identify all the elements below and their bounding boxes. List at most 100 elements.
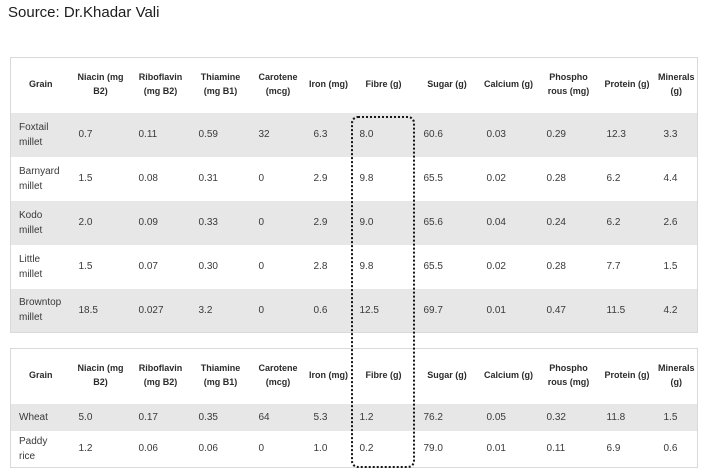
grain-cell: Little millet <box>19 253 43 280</box>
value-cell: 0.07 <box>138 261 158 272</box>
value-cell: 0.2 <box>359 443 374 454</box>
column-header: Fibre (g) <box>365 370 402 381</box>
value-cell: 0.05 <box>478 403 539 431</box>
value-cell: 2.9 <box>313 173 328 184</box>
value-cell: 0.59 <box>190 112 251 157</box>
value-cell: 0 <box>258 173 265 184</box>
column-header: Riboflavin (mg B2) <box>138 363 183 388</box>
value-cell: 65.5 <box>423 173 443 184</box>
value-cell: 0.11 <box>546 443 566 454</box>
column-header: Calcium (g) <box>483 79 533 90</box>
value-cell: 0.01 <box>486 443 506 454</box>
tables-area: Grain Niacin (mg B2) Riboflavin (mg B2) Thi… <box>10 57 698 468</box>
value-cell: 0.027 <box>130 288 191 333</box>
value-cell: 18.5 <box>70 288 131 333</box>
header-row: Grain Niacin (mg B2) Riboflavin (mg B2) Thi… <box>11 349 698 404</box>
column-header: Phospho rous (mg) <box>547 363 590 388</box>
table-row: Barnyard millet 1.5 0.08 0.31 0 2.9 9.8 65.5 0.0… <box>11 157 698 201</box>
value-cell: 1.5 <box>663 261 678 272</box>
column-header: Calcium (g) <box>483 370 533 381</box>
value-cell: 0.31 <box>198 173 218 184</box>
column-header: Minerals (g) <box>657 363 695 388</box>
value-cell: 76.2 <box>415 403 479 431</box>
table-row: Wheat 5.0 0.17 0.35 64 5.3 1.2 76.2 0.05 0.32 11.8… <box>10 403 698 431</box>
column-header: Fibre (g) <box>365 79 402 90</box>
value-cell: 0.06 <box>138 443 158 454</box>
value-cell: 0.32 <box>538 403 599 431</box>
value-cell: 0.33 <box>190 200 251 245</box>
value-cell: 0 <box>250 288 306 333</box>
value-cell: 11.5 <box>598 288 656 333</box>
other-grains-table: Grain Niacin (mg B2) Riboflavin (mg B2) Thi… <box>10 348 698 468</box>
column-header: Sugar (g) <box>427 79 467 90</box>
table-row: Foxtail millet 0.7 0.11 0.59 32 6.3 8.0 60.6 0.0… <box>10 112 698 157</box>
value-cell: 5.3 <box>305 403 352 431</box>
value-cell: 1.5 <box>655 403 698 431</box>
value-cell: 2.0 <box>70 200 131 245</box>
value-cell: 0.29 <box>538 112 599 157</box>
value-cell: 1.0 <box>313 443 328 454</box>
value-cell: 0.09 <box>130 200 191 245</box>
value-cell: 0.06 <box>198 443 218 454</box>
value-cell: 0.30 <box>198 261 218 272</box>
value-cell: 0.47 <box>538 288 599 333</box>
millets-table: Grain Niacin (mg B2) Riboflavin (mg B2) Thi… <box>10 57 698 333</box>
table-row: Kodo millet 2.0 0.09 0.33 0 2.9 9.0 65.6 0.04 0.2… <box>10 200 698 245</box>
column-header: Thiamine (mg B1) <box>200 72 241 97</box>
value-cell: 0.02 <box>486 261 506 272</box>
table-row: Little millet 1.5 0.07 0.30 0 2.8 9.8 65.5 0.02 0… <box>11 245 698 289</box>
header-row: Grain Niacin (mg B2) Riboflavin (mg B2) Thi… <box>11 58 698 113</box>
column-header: Protein (g) <box>604 79 650 90</box>
value-cell: 0.6 <box>305 288 352 333</box>
column-header: Carotene (mcg) <box>258 72 298 97</box>
value-cell: 0.28 <box>546 261 566 272</box>
value-cell: 2.6 <box>655 200 698 245</box>
value-cell: 1.5 <box>78 261 93 272</box>
value-cell: 6.2 <box>606 173 621 184</box>
column-header: Niacin (mg B2) <box>77 363 124 388</box>
value-cell: 7.7 <box>606 261 621 272</box>
value-cell: 3.3 <box>655 112 698 157</box>
value-cell: 64 <box>250 403 306 431</box>
grain-cell: Browntop millet <box>10 288 71 333</box>
column-header: Niacin (mg B2) <box>77 72 124 97</box>
value-cell: 65.5 <box>423 261 443 272</box>
value-cell: 8.0 <box>351 112 416 157</box>
value-cell: 9.8 <box>359 173 374 184</box>
source-caption: Source: Dr.Khadar Vali <box>8 4 160 21</box>
value-cell: 3.2 <box>190 288 251 333</box>
value-cell: 0.28 <box>546 173 566 184</box>
grain-cell: Paddy rice <box>19 435 48 462</box>
value-cell: 2.9 <box>305 200 352 245</box>
grain-cell: Kodo millet <box>10 200 71 245</box>
value-cell: 6.2 <box>598 200 656 245</box>
value-cell: 5.0 <box>70 403 131 431</box>
table-row: Browntop millet 18.5 0.027 3.2 0 0.6 12.5 69.7 0… <box>10 288 698 333</box>
value-cell: 12.3 <box>598 112 656 157</box>
column-header: Thiamine (mg B1) <box>200 363 241 388</box>
grain-cell: Foxtail millet <box>10 112 71 157</box>
value-cell: 0.02 <box>486 173 506 184</box>
value-cell: 1.5 <box>78 173 93 184</box>
value-cell: 2.8 <box>313 261 328 272</box>
value-cell: 0.6 <box>663 443 678 454</box>
value-cell: 0 <box>258 261 265 272</box>
value-cell: 0.7 <box>70 112 131 157</box>
column-header: Riboflavin (mg B2) <box>138 72 183 97</box>
value-cell: 9.0 <box>351 200 416 245</box>
column-header: Grain <box>28 370 53 381</box>
value-cell: 65.6 <box>415 200 479 245</box>
column-header: Sugar (g) <box>427 370 467 381</box>
value-cell: 0 <box>250 200 306 245</box>
grain-cell: Barnyard millet <box>19 165 60 192</box>
value-cell: 0.11 <box>130 112 191 157</box>
value-cell: 0.35 <box>190 403 251 431</box>
value-cell: 0.04 <box>478 200 539 245</box>
column-header: Phospho rous (mg) <box>547 72 590 97</box>
value-cell: 6.3 <box>305 112 352 157</box>
grain-cell: Wheat <box>10 403 71 431</box>
table-row: Paddy rice 1.2 0.06 0.06 0 1.0 0.2 79.0 0.01 0.11… <box>11 431 698 468</box>
value-cell: 1.2 <box>78 443 93 454</box>
value-cell: 0.01 <box>478 288 539 333</box>
column-header: Minerals (g) <box>657 72 695 97</box>
